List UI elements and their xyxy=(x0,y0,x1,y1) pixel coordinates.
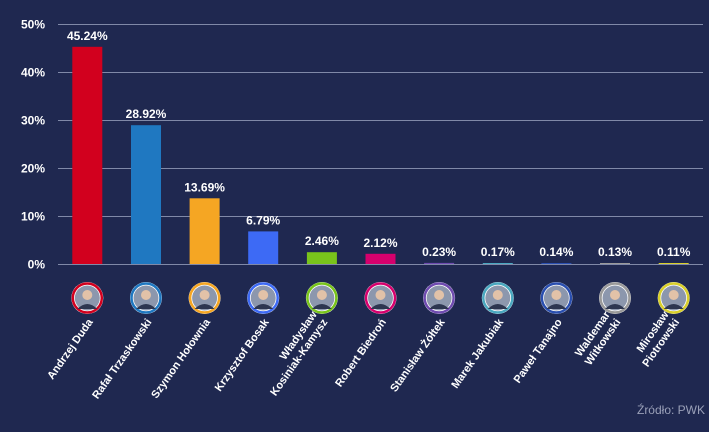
category-label: Andrzej Duda xyxy=(45,316,96,382)
portrait-photo-icon xyxy=(71,282,104,314)
avatar-shoulders xyxy=(194,304,215,309)
category-label: Paweł Tanajno xyxy=(512,317,565,386)
avatar-face xyxy=(492,290,503,300)
avatar-shoulders xyxy=(370,304,391,309)
data-labels: 45.24% 28.92% 13.69% 6.79% 2.46% 2.12% 0.23% 0.… xyxy=(67,29,691,259)
avatar-face xyxy=(668,290,679,300)
portrait-photo-icon xyxy=(540,282,573,314)
category-label-line: Andrzej Duda xyxy=(45,316,96,382)
category-label: WaldemarWitkowski xyxy=(572,309,624,368)
avatar-face xyxy=(610,290,620,300)
y-tick-label: 50% xyxy=(21,18,45,32)
avatar-border xyxy=(306,282,338,314)
portrait-photo-icon xyxy=(481,282,514,314)
avatar-border xyxy=(71,282,104,314)
avatar-border xyxy=(540,282,573,314)
avatar-face xyxy=(141,290,151,300)
avatar-face xyxy=(199,290,210,300)
category-label-line: Rafał Trzaskowski xyxy=(90,317,154,402)
category-label-line: Robert Biedroń xyxy=(333,317,389,390)
bar xyxy=(658,263,689,264)
portrait-photo-icon xyxy=(599,282,631,314)
category-label: Szymon Hołownia xyxy=(149,316,213,401)
avatar-shoulders xyxy=(311,304,332,309)
avatar-face xyxy=(316,290,327,300)
data-label: 6.79% xyxy=(246,213,280,227)
bar xyxy=(189,198,220,264)
portrait-photo-icon xyxy=(305,282,338,314)
bar xyxy=(306,252,337,264)
category-label-line: Szymon Hołownia xyxy=(149,316,213,401)
candidate-avatars xyxy=(71,282,690,314)
y-tick-label: 10% xyxy=(21,210,45,224)
bar xyxy=(365,253,396,264)
portrait-photo-icon xyxy=(247,282,280,314)
y-tick-label: 0% xyxy=(28,258,46,272)
data-label: 13.69% xyxy=(184,180,225,194)
category-label: Rafał Trzaskowski xyxy=(90,317,154,402)
bar xyxy=(72,46,103,264)
data-label: 28.92% xyxy=(126,107,167,121)
bars xyxy=(72,46,689,264)
bar xyxy=(541,263,572,264)
avatar-border xyxy=(599,282,631,314)
category-label: Robert Biedroń xyxy=(333,317,389,390)
data-label: 0.11% xyxy=(657,245,691,259)
data-label: 0.23% xyxy=(422,245,456,259)
category-label-line: Krzysztof Bosak xyxy=(213,316,272,394)
category-label-line: Marek Jakubiak xyxy=(449,316,506,391)
avatar-border xyxy=(482,282,514,314)
avatar-face xyxy=(258,290,269,300)
avatar-shoulders xyxy=(663,304,684,309)
avatar-face xyxy=(434,290,445,300)
category-label: Krzysztof Bosak xyxy=(213,316,272,394)
data-label: 0.14% xyxy=(539,245,573,259)
avatar-shoulders xyxy=(429,304,450,309)
category-label-line: Stanisław Żółtek xyxy=(387,316,448,395)
avatar-shoulders xyxy=(605,304,625,309)
avatar-face xyxy=(551,290,562,300)
category-label: Marek Jakubiak xyxy=(449,316,506,391)
bar xyxy=(131,125,161,264)
data-label: 2.12% xyxy=(363,236,397,250)
data-label: 45.24% xyxy=(67,29,108,43)
data-label: 2.46% xyxy=(305,234,339,248)
portrait-photo-icon xyxy=(188,282,221,314)
portrait-photo-icon xyxy=(423,282,456,314)
bar xyxy=(248,231,279,264)
y-tick-label: 40% xyxy=(21,66,45,80)
portrait-photo-icon xyxy=(657,282,690,314)
data-label: 0.17% xyxy=(481,245,515,259)
y-tick-label: 30% xyxy=(21,114,45,128)
portrait-photo-icon xyxy=(364,282,397,314)
avatar-border xyxy=(657,282,690,314)
category-label: MirosławPiotrowski xyxy=(630,309,683,369)
avatar-shoulders xyxy=(77,304,98,309)
bar xyxy=(424,262,455,264)
avatar-border xyxy=(247,282,279,314)
category-label-line: Paweł Tanajno xyxy=(512,317,565,386)
data-label: 0.13% xyxy=(598,245,632,259)
y-tick-label: 20% xyxy=(21,162,45,176)
avatar-shoulders xyxy=(546,304,567,309)
portrait-photo-icon xyxy=(130,282,162,314)
avatar-border xyxy=(130,282,162,314)
avatar-shoulders xyxy=(487,304,508,309)
avatar-shoulders xyxy=(136,304,156,309)
avatar-border xyxy=(423,282,455,314)
bar xyxy=(600,263,630,264)
bar xyxy=(482,263,513,264)
avatar-border xyxy=(188,282,221,314)
y-axis-ticks: 0% 10% 20% 30% 40% 50% xyxy=(21,18,45,272)
avatar-face xyxy=(82,290,93,300)
category-label: Stanisław Żółtek xyxy=(387,316,448,395)
avatar-border xyxy=(364,282,397,314)
avatar-face xyxy=(375,290,386,300)
gridlines xyxy=(58,24,703,265)
source-note: Źródło: PWK xyxy=(637,402,705,417)
avatar-shoulders xyxy=(253,304,274,309)
